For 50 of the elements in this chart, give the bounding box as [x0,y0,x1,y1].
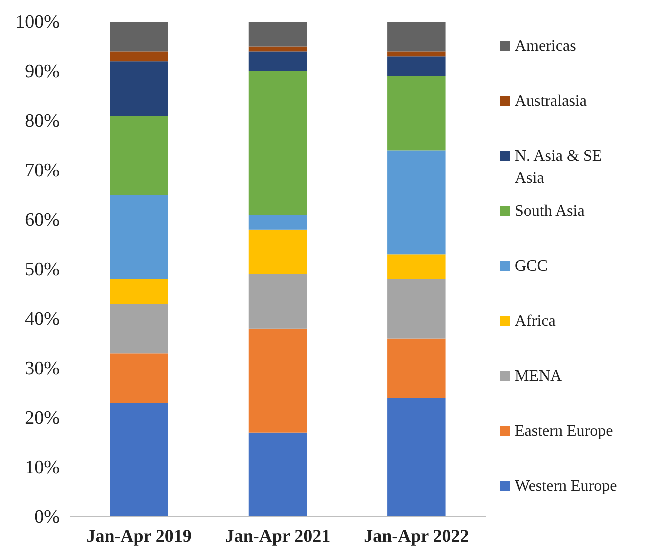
bar [388,254,446,280]
bar [110,52,168,62]
y-tick-label: 70% [25,160,60,182]
legend-label: Australasia [515,93,587,110]
bar [248,432,308,517]
y-tick-label: 10% [25,458,60,479]
bar [388,52,446,57]
bar [110,195,168,280]
y-tick-label: 60% [25,210,60,232]
x-tick-label: Jan-Apr 2022 [364,526,470,546]
legend-label: South Asia [515,203,585,220]
bar [388,338,446,398]
bar [248,230,308,274]
bar [388,56,446,76]
y-tick-label: 30% [25,358,60,380]
bar [388,279,446,339]
legend-label: Eastern Europe [515,423,614,440]
legend-label: MENA [515,368,563,385]
bar [110,403,168,517]
bar [110,116,168,196]
y-tick-label: 50% [25,260,60,281]
x-tick-label: Jan-Apr 2019 [86,526,192,546]
legend-label: Western Europe [515,478,618,495]
bar [388,150,446,255]
legend-label: Americas [515,38,576,55]
y-tick-label: 20% [25,408,60,430]
x-tick-label: Jan-Apr 2021 [225,526,331,546]
y-tick-label: 80% [25,111,60,132]
bar [110,62,168,116]
bar [388,76,446,151]
bar [248,274,308,329]
bar [110,22,168,52]
bar [248,22,308,47]
bar [110,279,168,304]
bar [248,215,308,230]
legend-label: Africa [515,313,556,330]
y-tick-label: 40% [25,309,60,330]
bar [248,46,308,52]
y-tick-label: 0% [34,507,60,528]
bar [388,398,446,517]
bar [388,22,446,52]
legend-label: GCC [515,258,548,275]
bar [248,52,308,72]
legend-label: N. Asia & SE Asia [515,148,602,187]
bar [248,72,308,216]
y-tick-label: 100% [16,12,60,34]
bar [110,354,168,404]
bar [110,304,168,354]
y-tick-label: 90% [25,62,60,83]
bar [248,328,308,433]
